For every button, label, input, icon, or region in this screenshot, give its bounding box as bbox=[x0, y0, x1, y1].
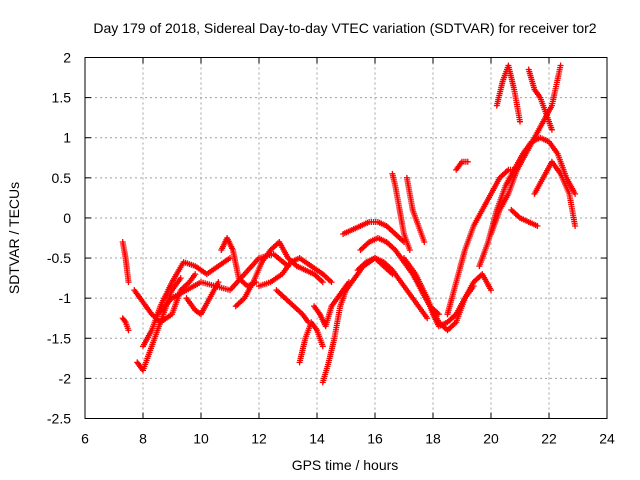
x-tick-label: 18 bbox=[425, 431, 441, 447]
x-tick-label: 20 bbox=[483, 431, 499, 447]
satellite-track-14 bbox=[319, 255, 396, 386]
y-tick-labels: -2.5 -2 -1.5 -1 -0.5 0 0.5 1 1.5 2 bbox=[47, 50, 71, 427]
satellite-track-2 bbox=[119, 315, 132, 334]
data-point bbox=[406, 247, 413, 254]
satellite-track-9 bbox=[232, 239, 326, 310]
y-tick-label: -0.5 bbox=[47, 250, 71, 266]
plot-frame bbox=[84, 57, 608, 419]
satellite-track-19 bbox=[403, 174, 428, 246]
satellite-track-7 bbox=[183, 279, 222, 318]
satellite-track-28 bbox=[508, 206, 541, 229]
data-point bbox=[488, 287, 494, 294]
data-point bbox=[572, 190, 579, 197]
data-point bbox=[421, 239, 428, 246]
data-point bbox=[192, 271, 199, 278]
data-point bbox=[319, 279, 326, 286]
satellite-track-10 bbox=[256, 255, 335, 290]
x-tick-label: 12 bbox=[251, 431, 267, 447]
y-tick-label: 0 bbox=[63, 210, 71, 226]
x-tick-label: 24 bbox=[599, 431, 615, 447]
y-tick-label: -2 bbox=[59, 370, 72, 386]
y-tick-label: -1 bbox=[59, 290, 72, 306]
y-axis-label: SDTVAR / TECUs bbox=[6, 182, 22, 294]
x-tick-label: 8 bbox=[139, 431, 147, 447]
data-point bbox=[328, 279, 335, 286]
satellite-track-21 bbox=[418, 271, 494, 334]
satellite-track-15 bbox=[340, 218, 407, 246]
y-tick-label: 1.5 bbox=[52, 90, 72, 106]
y-tick-label: 1 bbox=[63, 130, 71, 146]
x-tick-label: 22 bbox=[541, 431, 557, 447]
chart-title: Day 179 of 2018, Sidereal Day-to-day VTE… bbox=[93, 20, 596, 36]
satellite-track-12 bbox=[296, 319, 326, 366]
data-point bbox=[517, 118, 523, 125]
data-point bbox=[177, 275, 184, 282]
satellite-track-25 bbox=[493, 62, 523, 125]
data-point bbox=[125, 327, 132, 334]
x-tick-label: 10 bbox=[193, 431, 209, 447]
data-point bbox=[548, 126, 555, 133]
axis-ticks bbox=[84, 57, 608, 419]
satellite-track-22 bbox=[444, 166, 521, 318]
data-point bbox=[424, 315, 431, 322]
y-tick-label: -2.5 bbox=[47, 411, 71, 427]
data-point bbox=[319, 343, 326, 350]
data-point bbox=[125, 279, 132, 286]
y-tick-label: 0.5 bbox=[52, 170, 72, 186]
data-point bbox=[435, 311, 442, 318]
satellite-track-27 bbox=[525, 66, 555, 133]
satellite-track-26 bbox=[488, 62, 564, 237]
satellite-track-4 bbox=[134, 275, 184, 374]
x-tick-label: 6 bbox=[81, 431, 89, 447]
data-markers bbox=[119, 62, 579, 386]
data-point bbox=[464, 158, 471, 165]
y-tick-label: 2 bbox=[63, 50, 71, 66]
satellite-track-29 bbox=[531, 158, 579, 229]
grid-lines bbox=[85, 57, 607, 419]
satellite-track-11 bbox=[273, 287, 312, 326]
satellite-track-23 bbox=[453, 158, 471, 173]
x-tick-labels: 6 8 10 12 14 16 18 20 22 24 bbox=[81, 431, 615, 447]
data-point bbox=[572, 222, 579, 229]
data-point bbox=[121, 317, 128, 324]
data-point bbox=[557, 62, 564, 69]
x-tick-label: 14 bbox=[309, 431, 325, 447]
data-point bbox=[215, 279, 222, 286]
y-tick-label: -1.5 bbox=[47, 330, 71, 346]
satellite-track-1 bbox=[119, 239, 132, 286]
satellite-track-8 bbox=[218, 235, 260, 290]
data-point bbox=[534, 222, 541, 229]
x-axis-label: GPS time / hours bbox=[292, 457, 399, 473]
satellite-track-3 bbox=[131, 271, 199, 326]
x-tick-label: 16 bbox=[367, 431, 383, 447]
satellite-track-17 bbox=[354, 255, 431, 322]
satellite-track-18 bbox=[389, 170, 413, 254]
